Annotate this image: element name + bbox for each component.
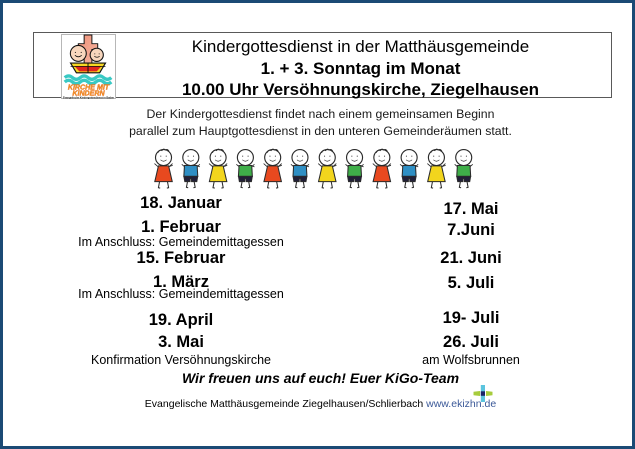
svg-text:Evangelische Kindergottesdiens: Evangelische Kindergottesdienst in Baden bbox=[62, 96, 113, 99]
